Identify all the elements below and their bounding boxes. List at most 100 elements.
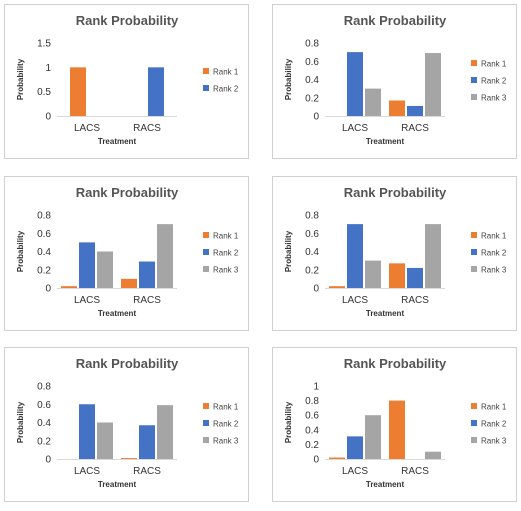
legend-swatch bbox=[203, 403, 209, 409]
x-axis-label: Treatment bbox=[366, 309, 405, 318]
bar-rank3-racs bbox=[425, 224, 441, 288]
legend-label: Rank 1 bbox=[213, 232, 239, 241]
legend-label: Rank 3 bbox=[213, 437, 239, 446]
x-axis-label: Treatment bbox=[98, 309, 137, 318]
x-category-label: LACS bbox=[342, 123, 368, 134]
y-tick-label: 0.2 bbox=[37, 436, 51, 447]
legend-swatch bbox=[203, 85, 209, 91]
bar-rank1-racs bbox=[389, 263, 405, 288]
chart-title: Rank Probability bbox=[76, 13, 179, 28]
chart-panel-3: Rank Probability 0 0.2 0.4 0.6 0.8 Probability… bbox=[4, 176, 249, 331]
chart-title: Rank Probability bbox=[344, 356, 447, 371]
bar-rank3-lacs bbox=[365, 260, 381, 288]
bar-rank3-racs bbox=[425, 451, 441, 459]
bar-rank2-lacs bbox=[347, 224, 363, 288]
y-tick-label: 0.4 bbox=[305, 425, 319, 436]
y-tick-label: 0.6 bbox=[37, 400, 51, 411]
legend-swatch bbox=[471, 60, 477, 66]
legend-swatch bbox=[471, 232, 477, 238]
legend-label: Rank 2 bbox=[481, 420, 507, 429]
bar-rank3-lacs bbox=[97, 422, 113, 459]
bar-rank2-racs bbox=[139, 425, 155, 459]
bar-rank3-racs bbox=[157, 405, 173, 459]
y-axis-label: Probability bbox=[284, 401, 293, 443]
y-tick-label: 0.8 bbox=[37, 382, 51, 393]
chart-svg-4: Rank Probability 0 0.2 0.4 0.6 0.8 Probability… bbox=[284, 185, 507, 318]
chart-panel-6: Rank Probability 0 0.2 0.4 0.6 0.8 1 Probabilit… bbox=[272, 347, 517, 502]
bar-rank2-lacs bbox=[347, 436, 363, 459]
chart-svg-6: Rank Probability 0 0.2 0.4 0.6 0.8 1 Probabilit… bbox=[284, 356, 507, 489]
y-tick-label: 0.4 bbox=[37, 247, 51, 258]
y-tick-label: 0.8 bbox=[37, 211, 51, 222]
legend-swatch bbox=[203, 232, 209, 238]
x-category-label: RACS bbox=[133, 466, 161, 477]
y-tick-label: 0.2 bbox=[305, 440, 319, 451]
x-category-label: RACS bbox=[401, 466, 429, 477]
legend-swatch bbox=[203, 249, 209, 255]
legend-swatch bbox=[203, 266, 209, 272]
y-tick-label: 0.6 bbox=[305, 57, 319, 68]
y-tick-label: 0 bbox=[45, 284, 51, 295]
legend-swatch bbox=[203, 68, 209, 74]
y-tick-label: 0.6 bbox=[305, 411, 319, 422]
x-axis-label: Treatment bbox=[366, 137, 405, 146]
y-tick-label: 1 bbox=[45, 63, 51, 74]
bar-rank1-racs bbox=[121, 458, 137, 459]
x-category-label: RACS bbox=[401, 123, 429, 134]
x-category-label: RACS bbox=[133, 295, 161, 306]
legend-label: Rank 1 bbox=[213, 403, 239, 412]
chart-svg-2: Rank Probability 0 0.2 0.4 0.6 0.8 Probability… bbox=[284, 13, 507, 146]
bar-rank1-lacs bbox=[329, 457, 345, 459]
y-tick-label: 0 bbox=[45, 112, 51, 123]
legend-swatch bbox=[471, 437, 477, 443]
x-axis-label: Treatment bbox=[98, 480, 137, 489]
bar-rank1-racs bbox=[389, 100, 405, 116]
chart-svg-1: Rank Probability 0 0.5 1 1.5 Probability LACS R… bbox=[16, 13, 239, 146]
legend-swatch bbox=[203, 420, 209, 426]
y-tick-label: 1 bbox=[313, 382, 319, 393]
y-axis-label: Probability bbox=[284, 58, 293, 100]
bar-rank2-racs bbox=[148, 67, 164, 116]
y-tick-label: 0.2 bbox=[305, 265, 319, 276]
bar-rank3-lacs bbox=[365, 415, 381, 459]
legend-label: Rank 3 bbox=[213, 266, 239, 275]
y-tick-label: 0.2 bbox=[37, 265, 51, 276]
legend-label: Rank 1 bbox=[481, 403, 507, 412]
bar-rank3-lacs bbox=[97, 251, 113, 288]
x-category-label: RACS bbox=[133, 123, 161, 134]
legend-label: Rank 3 bbox=[481, 94, 507, 103]
x-category-label: LACS bbox=[342, 295, 368, 306]
legend-label: Rank 2 bbox=[481, 77, 507, 86]
chart-panel-1: Rank Probability 0 0.5 1 1.5 Probability LACS R… bbox=[4, 4, 249, 159]
legend-label: Rank 2 bbox=[213, 85, 239, 94]
bar-rank2-lacs bbox=[79, 242, 95, 288]
legend-label: Rank 3 bbox=[481, 266, 507, 275]
bar-rank2-racs bbox=[139, 261, 155, 288]
y-tick-label: 0.8 bbox=[305, 211, 319, 222]
x-category-label: LACS bbox=[74, 466, 100, 477]
y-axis-label: Probability bbox=[16, 230, 25, 272]
x-category-label: LACS bbox=[74, 295, 100, 306]
bar-rank3-lacs bbox=[365, 88, 381, 116]
legend-swatch bbox=[471, 420, 477, 426]
y-tick-label: 0 bbox=[313, 284, 319, 295]
x-category-label: RACS bbox=[401, 295, 429, 306]
chart-title: Rank Probability bbox=[344, 13, 447, 28]
legend-label: Rank 2 bbox=[213, 249, 239, 258]
legend-label: Rank 2 bbox=[481, 249, 507, 258]
legend-label: Rank 1 bbox=[481, 60, 507, 69]
y-axis-label: Probability bbox=[16, 401, 25, 443]
y-tick-label: 0.4 bbox=[305, 247, 319, 258]
chart-svg-3: Rank Probability 0 0.2 0.4 0.6 0.8 Probability… bbox=[16, 185, 239, 318]
y-tick-label: 0 bbox=[313, 455, 319, 466]
y-tick-label: 0.8 bbox=[305, 39, 319, 50]
legend-swatch bbox=[471, 403, 477, 409]
x-axis-label: Treatment bbox=[366, 480, 405, 489]
bar-rank2-lacs bbox=[79, 404, 95, 459]
y-tick-label: 0.2 bbox=[305, 93, 319, 104]
chart-panel-2: Rank Probability 0 0.2 0.4 0.6 0.8 Probability… bbox=[272, 4, 517, 159]
legend-label: Rank 3 bbox=[481, 437, 507, 446]
y-tick-label: 0.4 bbox=[305, 75, 319, 86]
chart-title: Rank Probability bbox=[76, 185, 179, 200]
legend-swatch bbox=[471, 266, 477, 272]
